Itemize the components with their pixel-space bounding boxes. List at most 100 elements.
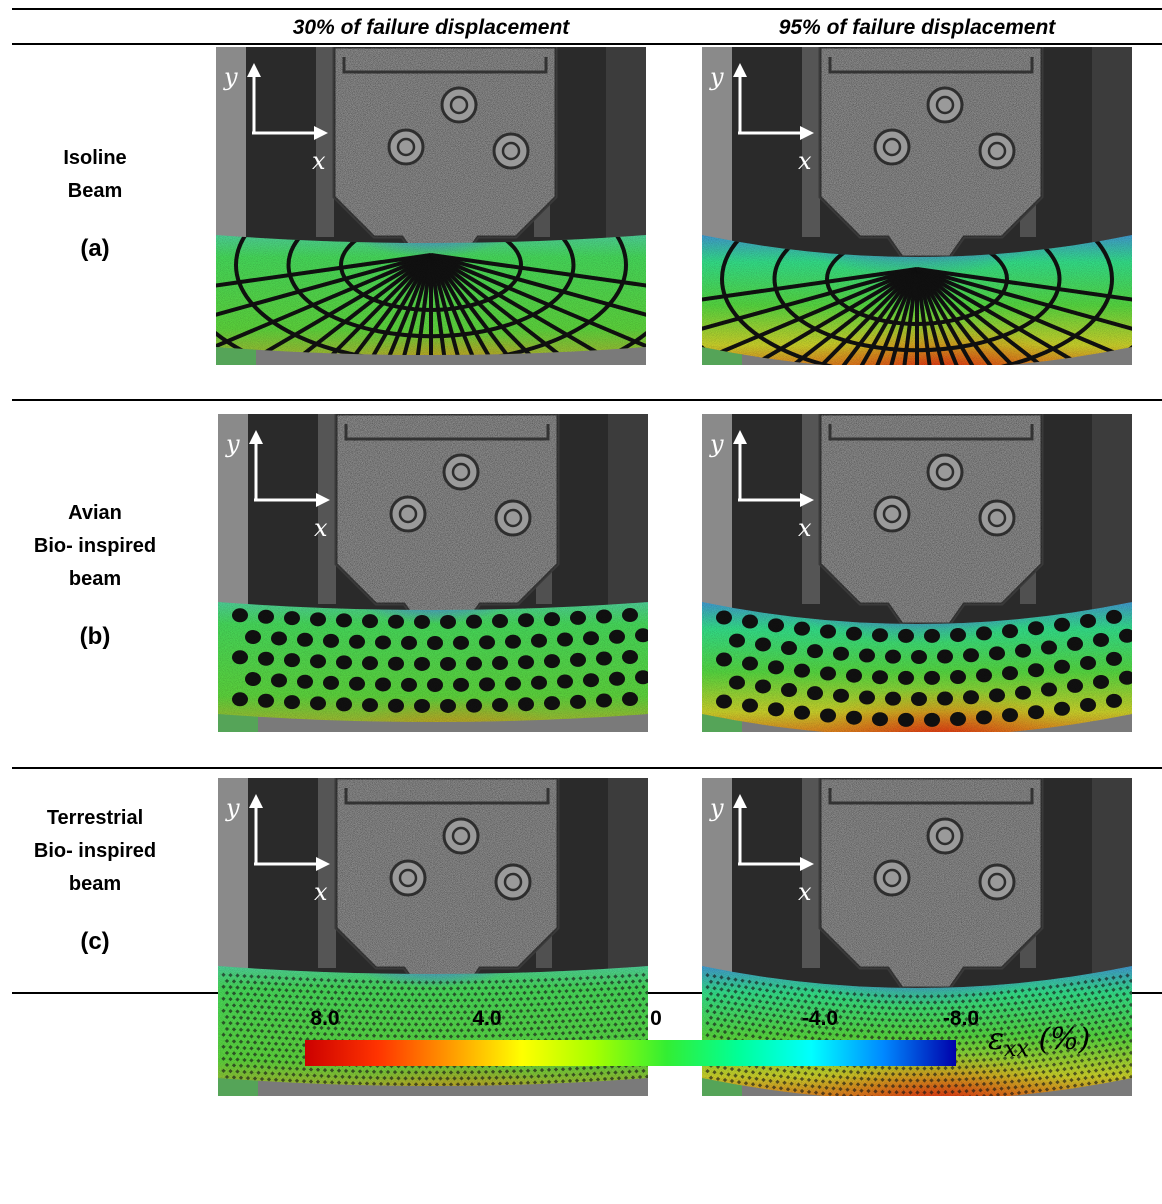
beam-speckle [216, 235, 646, 355]
x-arrowhead-icon [800, 126, 814, 140]
bolt-icon [442, 817, 480, 855]
dic-panel-svg: yx [702, 414, 1132, 732]
bolt-inner [935, 462, 955, 482]
head-shoulder [828, 788, 1034, 805]
row-label-line: Avian [68, 502, 122, 524]
row-label-isoline: Isoline Beam (a) [0, 142, 190, 265]
bolt-icon [440, 86, 478, 124]
x-axis-label: x [314, 514, 328, 542]
strain-colorbar [305, 1040, 956, 1066]
y-axis-label: y [709, 794, 724, 822]
x-axis-label: x [798, 147, 812, 175]
x-axis-label: x [312, 147, 326, 175]
x-axis-label: x [798, 514, 812, 542]
guide-rod [802, 414, 820, 604]
bolt-icon [442, 453, 480, 491]
loading-head-speckle [336, 778, 558, 988]
loading-head-speckle [336, 414, 558, 624]
x-axis-label: x [798, 878, 812, 906]
bolt-icon [494, 499, 532, 537]
row-label-terrestrial: Terrestrial Bio- inspired beam (c) [0, 802, 190, 958]
x-arrowhead-icon [316, 857, 330, 871]
y-arrowhead-icon [733, 430, 747, 444]
bolt-icon [492, 132, 530, 170]
bolt-icon [978, 132, 1016, 170]
x-arrowhead-icon [800, 857, 814, 871]
guide-rod [318, 778, 336, 968]
dic-panel-svg: yx [216, 47, 646, 365]
dic-panel-svg: yx [218, 414, 648, 732]
head-shoulder [828, 57, 1034, 74]
beam-speckle [218, 966, 648, 1086]
loading-head-speckle [820, 778, 1042, 988]
colorbar-tick: -4.0 [801, 1007, 839, 1030]
head-shoulder [828, 424, 1034, 441]
bolt-icon [389, 859, 427, 897]
x-arrowhead-icon [316, 493, 330, 507]
column-title-95: 95% of failure displacement [778, 16, 1056, 39]
row-rule [12, 399, 1162, 401]
top-rule [12, 8, 1162, 10]
bolt-inner [882, 137, 902, 157]
bolt-inner [503, 508, 523, 528]
bolt-inner [935, 826, 955, 846]
head-shoulder [342, 57, 548, 74]
bolt-icon [494, 863, 532, 901]
head-shoulder [344, 424, 550, 441]
row-label-line: Beam [67, 180, 123, 202]
colorbar-tick: 0 [650, 1007, 662, 1030]
y-arrowhead-icon [733, 63, 747, 77]
bolt-inner [398, 504, 418, 524]
row-label-line: beam [68, 568, 122, 590]
loading-head-speckle [820, 414, 1042, 624]
x-arrowhead-icon [800, 493, 814, 507]
row-label-avian: Avian Bio- inspired beam (b) [0, 497, 190, 653]
y-arrowhead-icon [249, 430, 263, 444]
bolt-icon [926, 817, 964, 855]
beam-speckle [702, 235, 1132, 365]
bolt-inner [987, 872, 1007, 892]
row-label-line: beam [68, 873, 122, 895]
colorbar-tick: 4.0 [472, 1007, 502, 1030]
y-arrowhead-icon [249, 794, 263, 808]
dic-panel-svg: yx [702, 47, 1132, 365]
y-axis-label: y [225, 430, 240, 458]
colorbar-symbol: ε [988, 1022, 1005, 1057]
guide-rod [318, 414, 336, 604]
colorbar-tick: 8.0 [310, 1007, 340, 1030]
guide-rod [316, 47, 334, 237]
colorbar-tick: -8.0 [942, 1007, 980, 1030]
column-title-30: 30% of failure displacement [292, 16, 570, 39]
bolt-inner [987, 141, 1007, 161]
bolt-icon [873, 495, 911, 533]
colorbar-subscript: xx [1004, 1037, 1029, 1062]
bolt-inner [503, 872, 523, 892]
bolt-inner [987, 508, 1007, 528]
row-tag: (c) [80, 928, 110, 955]
head-shoulder [344, 788, 550, 805]
colorbar-unit: (%) [1028, 1022, 1091, 1057]
loading-head-speckle [820, 47, 1042, 257]
bolt-inner [501, 141, 521, 161]
y-axis-label: y [223, 63, 238, 91]
y-axis-label: y [709, 63, 724, 91]
bolt-inner [451, 462, 471, 482]
y-arrowhead-icon [733, 794, 747, 808]
x-axis-label: x [314, 878, 328, 906]
colorbar-title: εxx (%) [988, 1022, 1090, 1062]
row-rule [12, 767, 1162, 769]
row-tag: (a) [80, 235, 110, 262]
bolt-inner [396, 137, 416, 157]
bolt-inner [882, 504, 902, 524]
y-axis-label: y [709, 430, 724, 458]
x-arrowhead-icon [314, 126, 328, 140]
bolt-inner [882, 868, 902, 888]
bolt-icon [978, 499, 1016, 537]
bolt-icon [978, 863, 1016, 901]
bolt-icon [873, 128, 911, 166]
row-label-line: Isoline [63, 147, 127, 169]
bolt-icon [389, 495, 427, 533]
